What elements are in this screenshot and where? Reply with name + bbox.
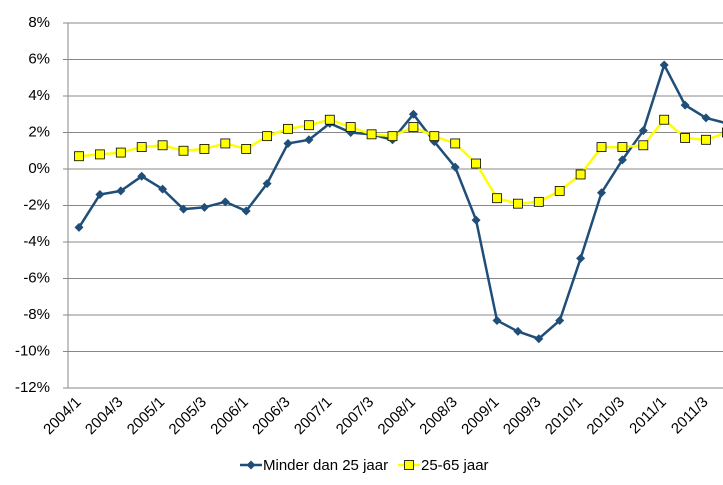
data-point [199, 144, 210, 154]
y-tick-label: -6% [23, 269, 50, 286]
legend-marker [246, 460, 256, 470]
data-point [575, 169, 586, 180]
data-point [95, 190, 105, 200]
data-point [178, 145, 189, 156]
data-point [680, 100, 690, 110]
data-point [95, 149, 105, 160]
x-tick-label: 2004/3 [82, 394, 126, 438]
y-tick-label: 6% [28, 50, 50, 67]
x-tick-label: 2006/3 [249, 394, 293, 438]
x-tick-label: 2008/1 [375, 394, 419, 438]
data-point [701, 113, 711, 123]
legend-label: 25-65 jaar [421, 457, 489, 474]
legend-marker [404, 460, 414, 470]
data-point [220, 138, 231, 149]
data-point [241, 144, 252, 154]
x-tick-label: 2011/3 [668, 394, 712, 438]
data-point [513, 326, 523, 336]
data-point [576, 253, 586, 263]
y-tick-label: -10% [15, 342, 50, 359]
x-tick-label: 2007/3 [333, 394, 377, 438]
data-point [638, 126, 648, 136]
data-point [429, 131, 440, 142]
data-point [116, 186, 126, 196]
x-tick-label: 2009/3 [500, 394, 544, 438]
y-tick-label: -12% [15, 379, 50, 396]
data-point [450, 162, 460, 172]
data-point [408, 122, 419, 132]
data-point [659, 60, 669, 70]
x-tick-label: 2008/3 [416, 394, 460, 438]
data-point [408, 109, 418, 119]
data-point [158, 184, 168, 194]
data-point [324, 114, 335, 125]
data-point [262, 179, 272, 189]
data-point [617, 155, 627, 165]
data-point [283, 138, 293, 148]
data-point [492, 193, 502, 204]
data-point [492, 315, 502, 325]
data-point [220, 197, 230, 207]
x-tick-label: 2004/1 [40, 394, 84, 438]
data-point [659, 114, 670, 125]
x-tick-label: 2007/1 [291, 394, 335, 438]
data-point [701, 134, 711, 145]
data-point [450, 138, 461, 149]
y-tick-label: 8% [28, 14, 50, 31]
data-point [115, 147, 126, 158]
data-point [262, 131, 273, 142]
data-point [513, 198, 523, 209]
y-tick-label: -8% [23, 306, 50, 323]
data-point [638, 140, 649, 151]
data-point [555, 315, 565, 325]
data-point [137, 171, 147, 181]
x-tick-label: 2009/1 [458, 394, 502, 438]
y-tick-label: 0% [28, 160, 50, 177]
data-point [199, 202, 209, 212]
data-point [74, 151, 84, 162]
data-point [534, 334, 544, 344]
data-point [366, 129, 377, 140]
data-point [471, 158, 482, 169]
data-point [533, 196, 544, 207]
data-point [597, 188, 606, 198]
data-point [303, 120, 314, 131]
data-point [283, 123, 293, 134]
y-tick-label: -4% [23, 233, 50, 250]
y-tick-label: 4% [28, 87, 50, 104]
data-point [617, 142, 628, 153]
data-point [345, 122, 356, 132]
y-tick-label: 2% [28, 123, 50, 140]
data-point [596, 142, 607, 153]
y-tick-label: -2% [23, 196, 50, 213]
data-point [471, 215, 481, 225]
data-point [241, 206, 251, 216]
data-point [136, 142, 147, 153]
data-point [680, 133, 690, 143]
series-line [77, 61, 723, 341]
x-tick-label: 2011/1 [626, 394, 670, 438]
x-tick-label: 2006/1 [207, 394, 251, 438]
x-tick-label: 2010/3 [584, 394, 628, 438]
data-point [387, 131, 398, 142]
x-tick-label: 2005/3 [166, 394, 210, 438]
data-point [304, 135, 314, 145]
x-tick-label: 2010/1 [542, 394, 586, 438]
data-point [74, 222, 84, 232]
data-point [179, 204, 188, 214]
x-tick-label: 2005/1 [124, 394, 168, 438]
legend-label: Minder dan 25 jaar [263, 457, 388, 474]
data-point [554, 185, 565, 196]
data-point [157, 140, 168, 151]
